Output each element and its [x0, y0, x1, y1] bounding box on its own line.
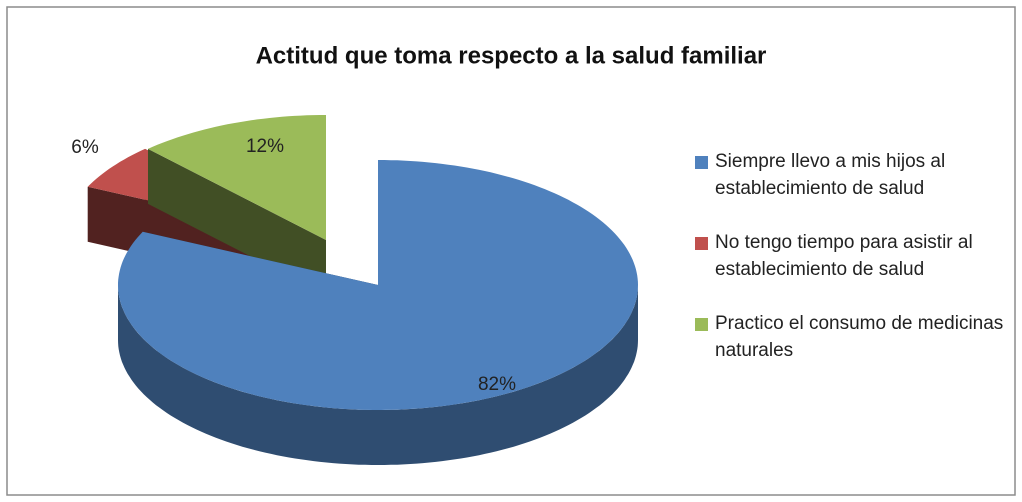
slice-wall [148, 148, 326, 295]
data-label: 82% [478, 374, 516, 395]
legend-item: No tengo tiempo para asistir al establec… [695, 229, 1015, 283]
slice [118, 160, 638, 410]
legend-swatch [695, 156, 708, 169]
legend: Siempre llevo a mis hijos al establecimi… [695, 148, 1015, 391]
data-label: 12% [246, 136, 284, 157]
chart-title: Actitud que toma respecto a la salud fam… [256, 42, 767, 69]
legend-swatch [695, 237, 708, 250]
legend-swatch [695, 318, 708, 331]
legend-label: No tengo tiempo para asistir al establec… [715, 232, 973, 280]
legend-label: Practico el consumo de medicinas natural… [715, 313, 1004, 361]
data-label: 6% [71, 137, 99, 158]
slice [148, 115, 326, 240]
slice-side [118, 285, 638, 465]
legend-item: Siempre llevo a mis hijos al establecimi… [695, 148, 1015, 202]
pie [87, 115, 638, 465]
legend-item: Practico el consumo de medicinas natural… [695, 310, 1015, 364]
legend-label: Siempre llevo a mis hijos al establecimi… [715, 151, 946, 199]
